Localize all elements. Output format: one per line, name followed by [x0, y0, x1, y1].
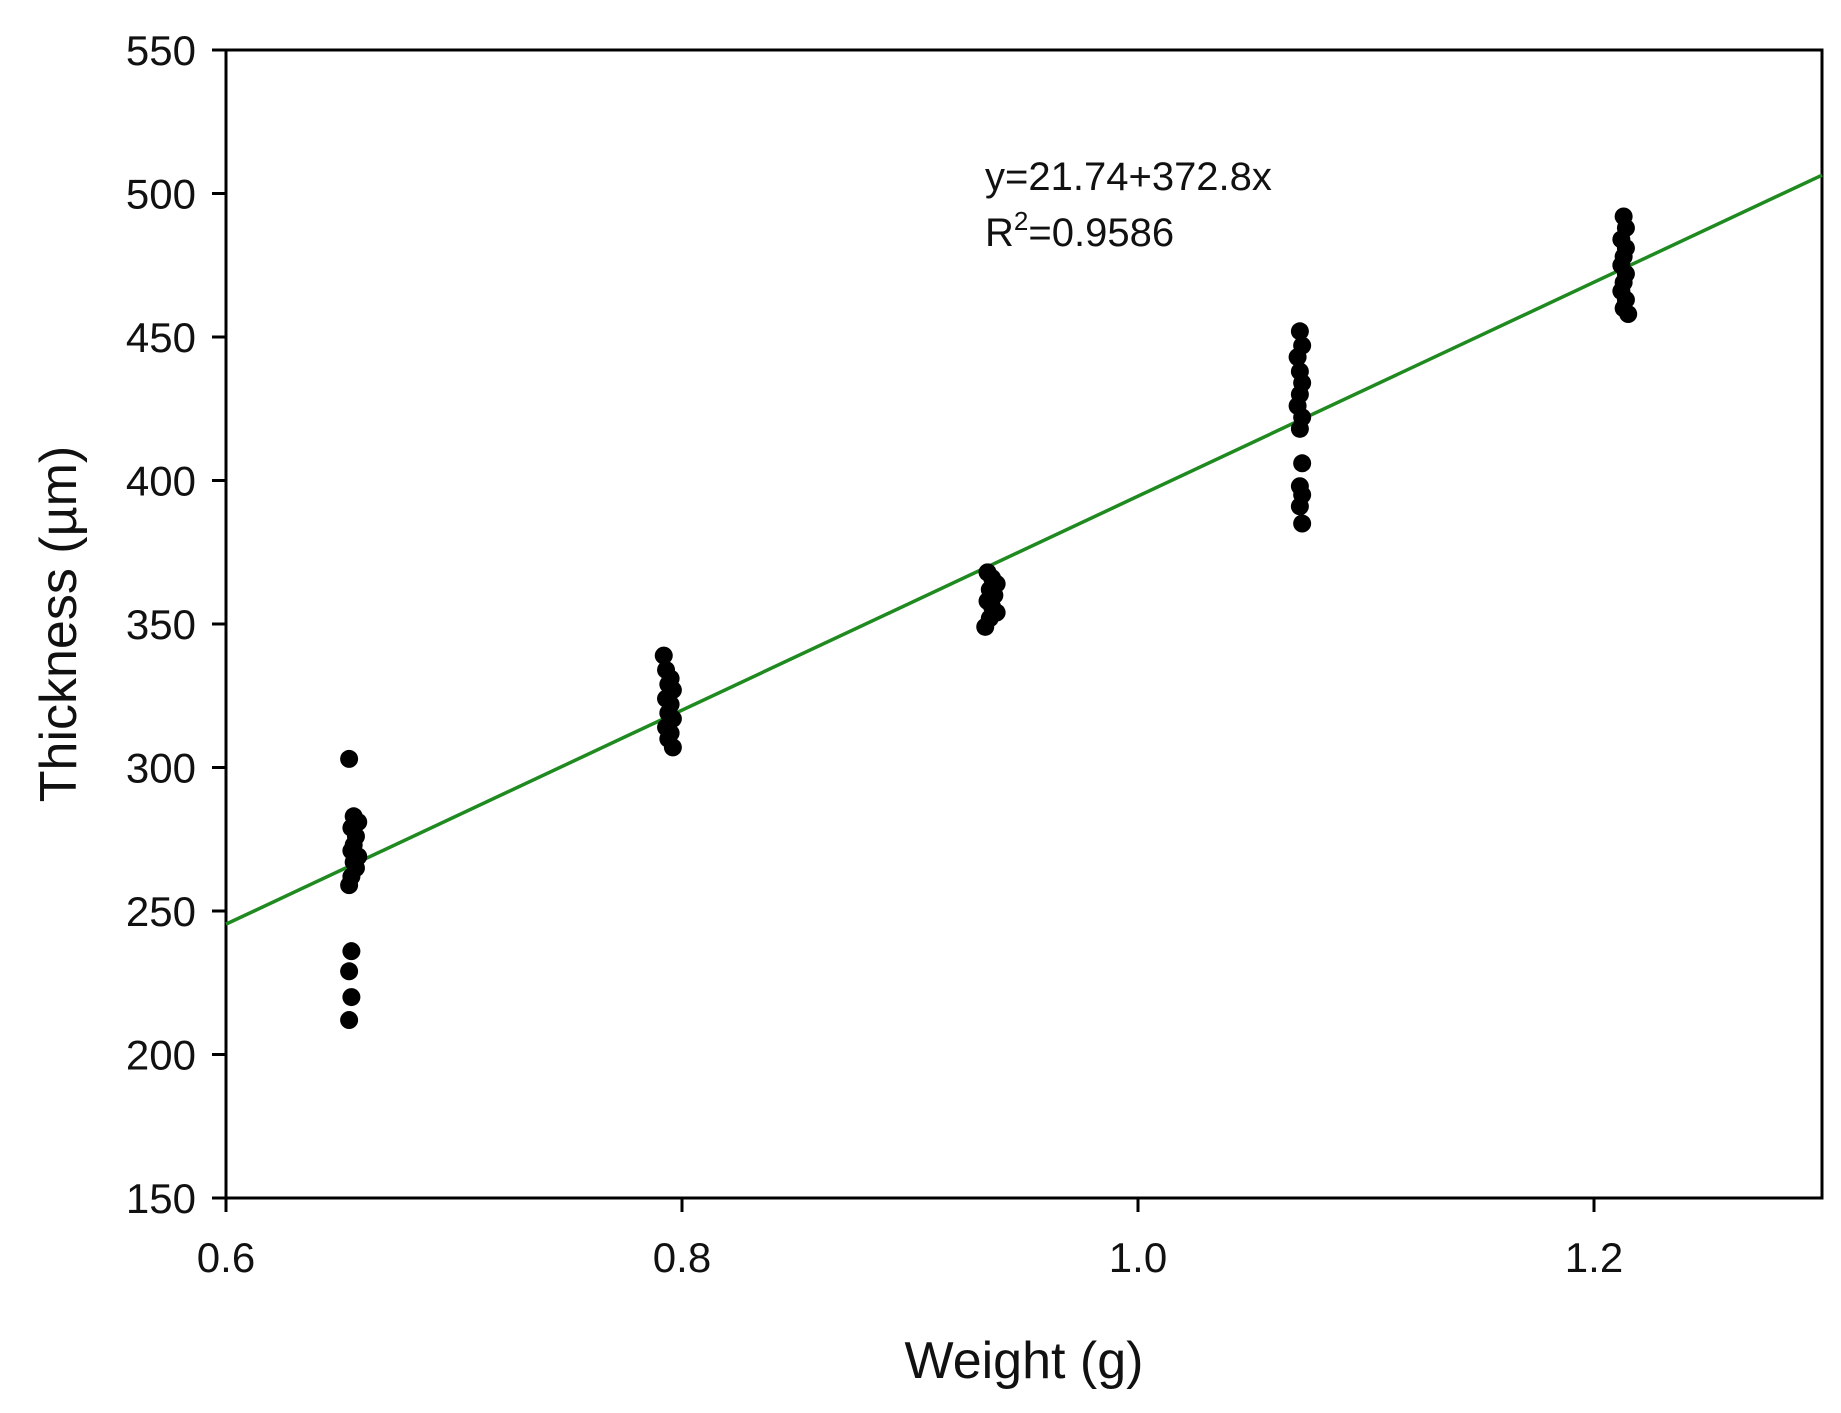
y-tick-label: 300 — [126, 745, 196, 792]
y-tick-label: 500 — [126, 171, 196, 218]
x-axis-label: Weight (g) — [905, 1332, 1144, 1390]
y-tick-label: 400 — [126, 458, 196, 505]
y-tick-label: 350 — [126, 601, 196, 648]
data-point — [340, 876, 359, 895]
data-point — [340, 749, 359, 768]
r-squared-value: =0.9586 — [1028, 211, 1174, 255]
y-tick-label: 550 — [126, 27, 196, 74]
data-point — [1288, 348, 1307, 367]
data-point — [340, 962, 359, 981]
r-squared-symbol: R — [985, 211, 1014, 255]
data-point — [976, 617, 995, 636]
regression-line — [225, 173, 1823, 926]
data-point — [1293, 514, 1312, 533]
data-point — [654, 646, 673, 665]
y-tick-label: 200 — [126, 1032, 196, 1079]
data-point — [1290, 322, 1309, 341]
data-point — [340, 1011, 359, 1030]
y-tick-label: 250 — [126, 888, 196, 935]
regression-layer — [225, 173, 1823, 926]
x-tick-label: 0.8 — [653, 1234, 711, 1281]
data-point — [1290, 419, 1309, 438]
y-axis-label: Thickness (µm) — [30, 446, 88, 802]
y-tick-label: 150 — [126, 1175, 196, 1222]
regression-equation: y=21.74+372.8x — [985, 155, 1272, 199]
x-tick-label: 1.0 — [1109, 1234, 1167, 1281]
data-point — [1290, 497, 1309, 516]
data-point — [1293, 454, 1312, 473]
data-points — [340, 207, 1638, 1030]
r-squared-annotation: R2=0.9586 — [985, 206, 1174, 255]
data-point — [1619, 305, 1638, 324]
r-squared-superscript: 2 — [1014, 206, 1028, 236]
y-tick-label: 450 — [126, 314, 196, 361]
data-point — [342, 942, 361, 961]
x-axis: 0.6 0.8 1.0 1.2 — [197, 1198, 1623, 1281]
data-point — [663, 738, 682, 757]
data-point — [342, 988, 361, 1007]
y-axis: 150 200 250 300 350 400 450 500 550 — [126, 27, 226, 1222]
x-tick-label: 1.2 — [1565, 1234, 1623, 1281]
x-tick-label: 0.6 — [197, 1234, 255, 1281]
